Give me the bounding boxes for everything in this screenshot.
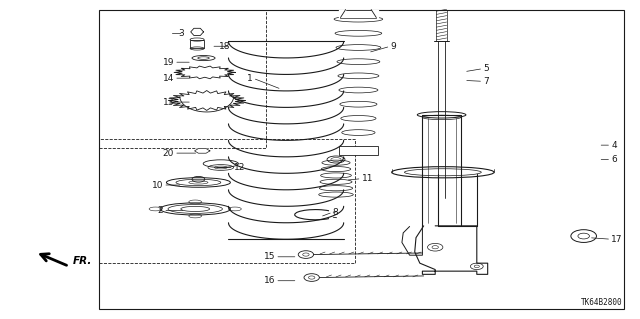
Text: 15: 15 (264, 252, 275, 261)
Polygon shape (174, 66, 236, 79)
Text: 4: 4 (611, 141, 617, 150)
Bar (340, 10, 376, 18)
Text: 13: 13 (163, 98, 174, 107)
Text: TK64B2800: TK64B2800 (580, 298, 622, 307)
Text: FR.: FR. (72, 256, 92, 266)
Polygon shape (191, 28, 204, 35)
Text: 20: 20 (163, 149, 174, 158)
Text: 11: 11 (362, 174, 373, 183)
Text: 9: 9 (390, 42, 396, 51)
Text: 18: 18 (219, 42, 230, 51)
Polygon shape (168, 91, 245, 110)
Bar (99, 139, 355, 263)
Text: 12: 12 (234, 163, 245, 172)
Bar (99, 10, 624, 309)
Text: 5: 5 (483, 64, 489, 73)
Text: 6: 6 (611, 155, 617, 164)
Bar (190, 40, 204, 48)
Text: 14: 14 (163, 74, 174, 83)
Text: 10: 10 (152, 181, 163, 189)
Text: 1: 1 (247, 74, 253, 83)
Text: 2: 2 (157, 206, 163, 215)
Bar (339, 146, 378, 155)
Polygon shape (195, 149, 210, 153)
Text: 7: 7 (483, 77, 489, 86)
Text: 3: 3 (178, 29, 184, 38)
Text: 16: 16 (264, 276, 275, 285)
Text: 19: 19 (163, 58, 174, 67)
Text: 8: 8 (333, 208, 339, 217)
Bar (99, 10, 266, 148)
Text: 17: 17 (611, 235, 623, 244)
